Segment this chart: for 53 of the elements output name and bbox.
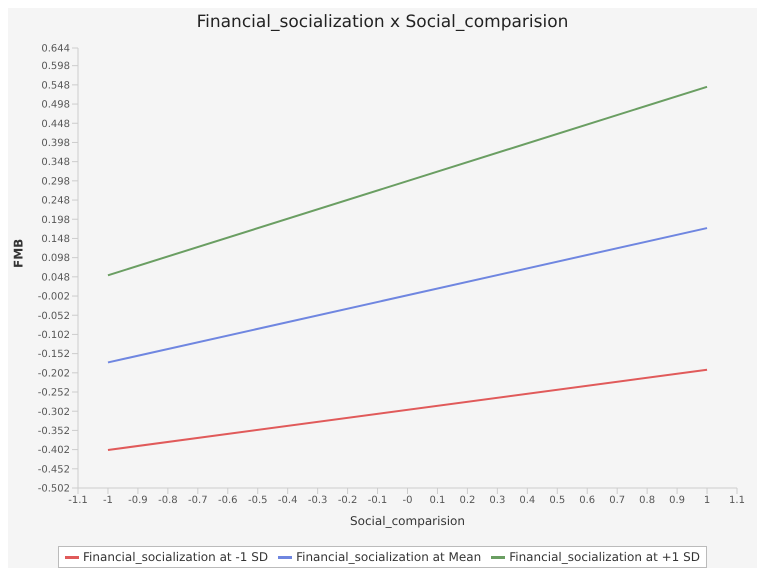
y-tick-label: 0.398 <box>41 138 70 149</box>
x-tick-label: 0.9 <box>669 495 686 506</box>
legend-label: Financial_socialization at -1 SD <box>83 550 268 564</box>
y-tick-label: -0.002 <box>38 292 70 303</box>
x-tick-label: -0.4 <box>278 495 298 506</box>
y-tick-label: -0.102 <box>38 330 70 341</box>
x-tick-label: 0.4 <box>519 495 536 506</box>
y-tick-label: 0.298 <box>41 176 70 188</box>
y-tick-label: 0.248 <box>41 196 70 207</box>
x-tick-label: -0.5 <box>248 495 268 506</box>
x-tick-label: -0.9 <box>128 495 148 506</box>
y-tick-label: -0.052 <box>38 310 70 322</box>
y-tick-label: 0.048 <box>41 272 70 284</box>
y-tick-label: -0.252 <box>38 388 70 399</box>
x-axis-title: Social_comparision <box>350 514 465 528</box>
y-tick-label: 0.098 <box>41 253 70 264</box>
x-tick-label: -0.6 <box>218 495 238 506</box>
x-tick-label: -0.1 <box>368 495 388 506</box>
y-tick-label: 0.498 <box>41 100 70 111</box>
x-tick-label: 0.6 <box>579 495 596 506</box>
y-tick-label: -0.352 <box>38 426 70 437</box>
y-tick-label: 0.448 <box>41 118 70 130</box>
x-tick-label: 0.1 <box>430 495 446 506</box>
x-tick-label: 0.5 <box>549 495 566 506</box>
y-tick-label: -0.152 <box>38 349 70 360</box>
y-tick-label: -0.402 <box>38 445 70 456</box>
y-tick-label: -0.202 <box>38 368 70 380</box>
x-tick-label: 1.1 <box>729 495 745 506</box>
y-tick-label: -0.302 <box>38 406 70 418</box>
y-tick-label: 0.548 <box>41 80 70 92</box>
x-tick-label: -1 <box>102 495 113 506</box>
y-tick-label: 0.148 <box>41 234 70 245</box>
x-tick-label: -0.3 <box>308 495 328 506</box>
x-tick-label: -0.7 <box>188 495 208 506</box>
x-tick-label: 0.3 <box>489 495 506 506</box>
chart-title: Financial_socialization x Social_comparision <box>196 11 570 34</box>
y-tick-label: 0.644 <box>41 44 70 55</box>
y-tick-label: 0.198 <box>41 214 70 226</box>
x-tick-label: -1.1 <box>68 495 88 506</box>
x-tick-label: 1 <box>704 495 710 506</box>
y-tick-label: -0.452 <box>38 464 70 476</box>
legend-label: Financial_socialization at +1 SD <box>509 550 700 564</box>
x-tick-label: 0.7 <box>609 495 626 506</box>
x-tick-label: -0 <box>402 495 412 506</box>
x-tick-label: -0.8 <box>158 495 178 506</box>
y-axis-title: FMB <box>11 238 26 268</box>
x-tick-label: 0.8 <box>639 495 656 506</box>
x-tick-label: -0.2 <box>338 495 358 506</box>
legend-label: Financial_socialization at Mean <box>296 550 482 564</box>
y-tick-label: 0.348 <box>41 157 70 168</box>
x-tick-label: 0.2 <box>459 495 476 506</box>
y-tick-label: 0.598 <box>41 61 70 72</box>
y-tick-label: -0.502 <box>38 484 70 495</box>
